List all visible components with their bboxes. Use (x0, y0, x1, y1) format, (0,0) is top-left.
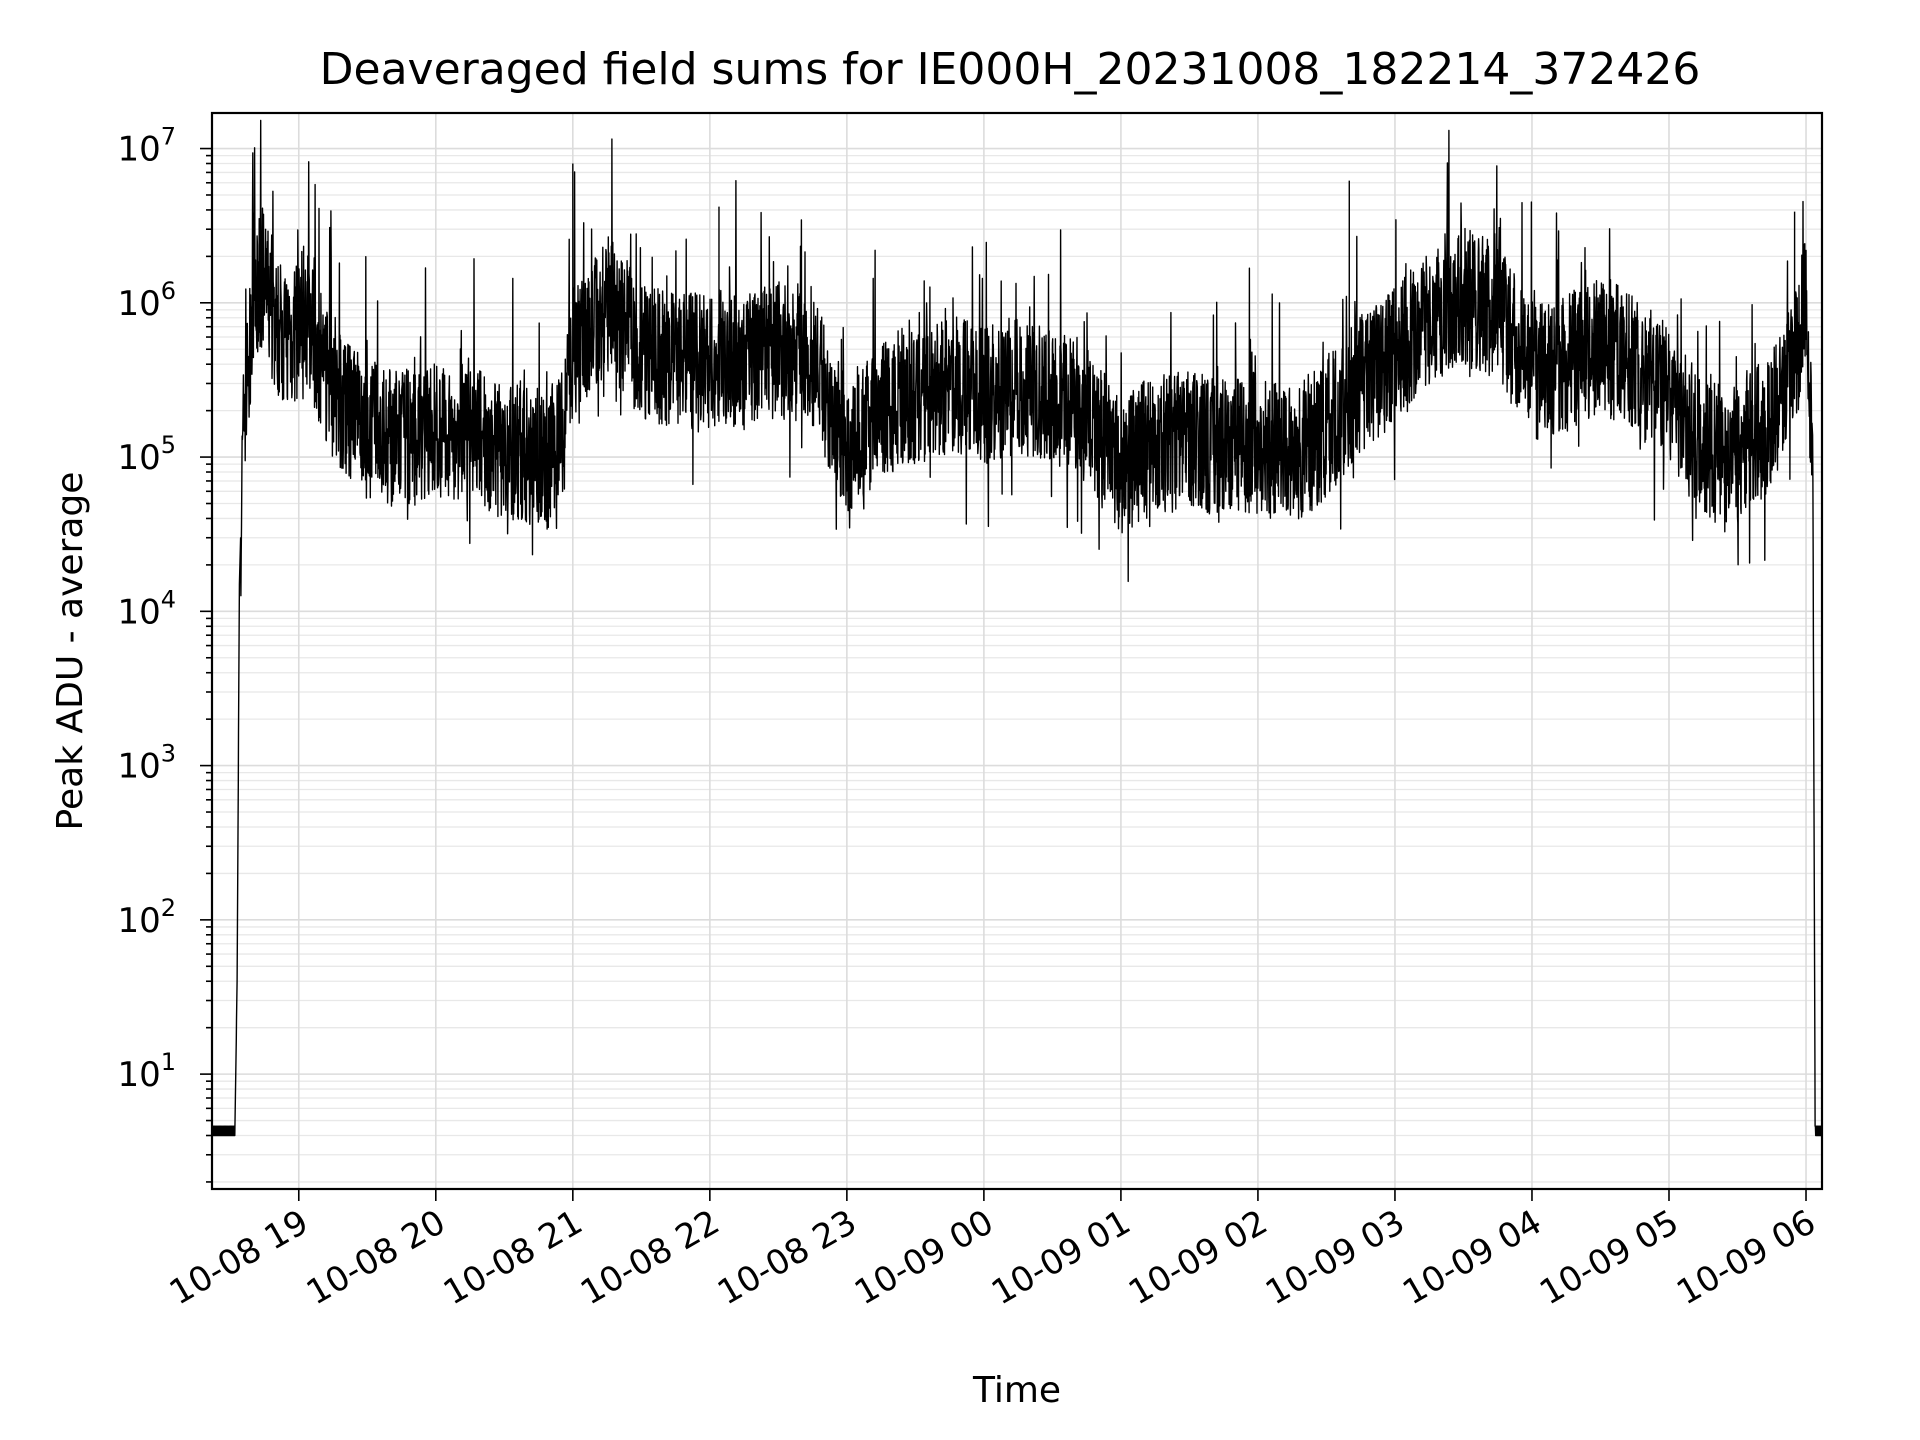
y-axis-label: Peak ADU - average (50, 472, 91, 831)
x-axis-label: Time (972, 1370, 1061, 1411)
y-tick-label: 107 (117, 123, 176, 170)
data-series-line (211, 119, 1823, 1137)
y-axis: 101 102 103 104 105 106 107 (117, 123, 212, 1183)
y-tick-label: 104 (117, 585, 176, 632)
y-tick-label: 106 (117, 277, 176, 324)
chart-title: Deaveraged field sums for IE000H_2023100… (320, 44, 1701, 95)
y-tick-label: 101 (117, 1048, 176, 1095)
plot-area-frame (210, 111, 1824, 1191)
y-tick-label: 103 (117, 740, 176, 787)
series-layer (211, 119, 1823, 1137)
gridlines (212, 113, 1822, 1189)
y-tick-label: 102 (117, 894, 176, 941)
y-tick-label: 105 (117, 431, 176, 478)
